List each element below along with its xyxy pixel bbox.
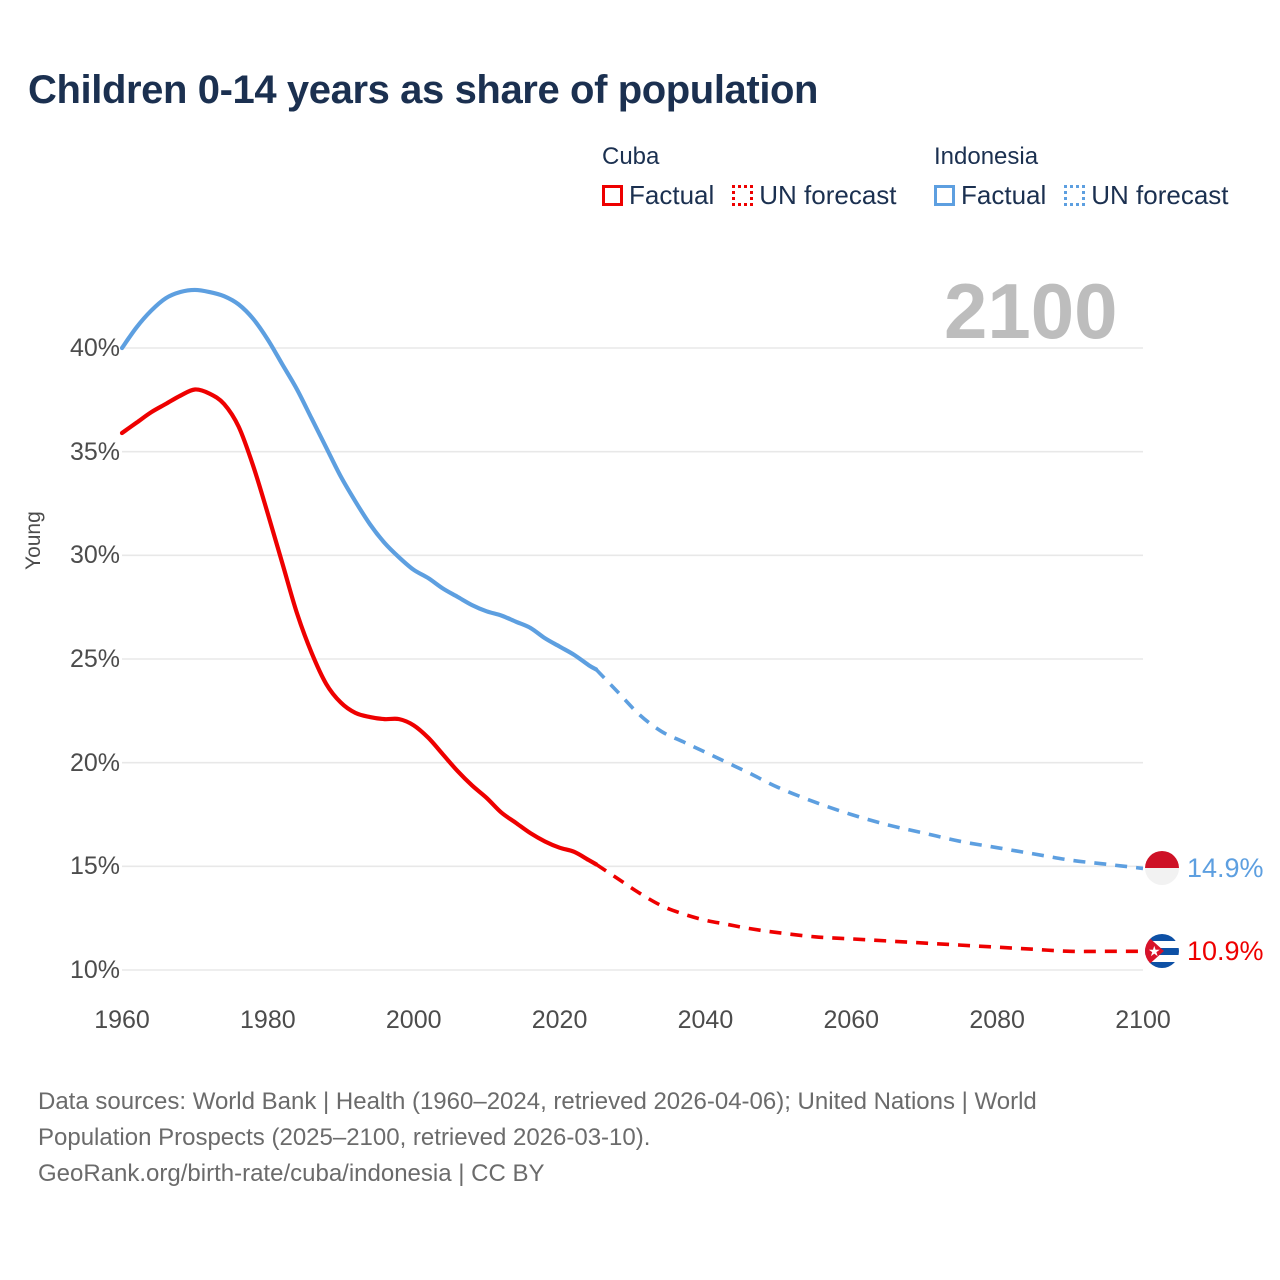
series-line-forecast	[595, 862, 1143, 954]
footer-sources: Data sources: World Bank | Health (1960–…	[38, 1084, 1218, 1192]
series-line-factual	[119, 387, 599, 867]
end-value-label: 10.9%	[1187, 935, 1264, 966]
legend-group-indonesia: Indonesia Factual UN forecast	[934, 142, 1229, 208]
cuba-flag-icon: ★	[1145, 934, 1179, 969]
end-marker-cuba: ★ 10.9%	[1145, 934, 1264, 969]
legend-item-indonesia-factual[interactable]: Factual	[934, 182, 1046, 208]
legend-item-cuba-factual[interactable]: Factual	[602, 182, 714, 208]
y-tick-label: 20%	[69, 748, 120, 777]
y-tick-label: 40%	[69, 334, 120, 362]
page-title: Children 0-14 years as share of populati…	[28, 68, 819, 112]
legend-item-label: Factual	[629, 180, 715, 210]
y-tick-label: 15%	[69, 852, 120, 881]
legend-swatch-dotted-icon	[732, 184, 754, 206]
legend-item-cuba-forecast[interactable]: UN forecast	[732, 180, 897, 210]
watermark-year: 2100	[944, 267, 1118, 355]
legend-group-cuba: Cuba Factual UN forecast	[602, 142, 897, 208]
x-tick-label: 2080	[969, 1006, 1025, 1034]
x-tick-label: 2000	[385, 1006, 442, 1034]
legend-item-label: UN forecast	[1091, 180, 1229, 210]
plot-svg	[119, 287, 1144, 971]
legend-swatch-solid-icon	[602, 184, 623, 206]
indonesia-flag-icon	[1145, 851, 1179, 886]
legend-item-label: UN forecast	[759, 180, 897, 210]
y-axis-title: Young	[22, 511, 45, 570]
x-tick-label: 1960	[94, 1006, 150, 1034]
x-tick-label: 2060	[823, 1006, 880, 1034]
legend-item-indonesia-forecast[interactable]: UN forecast	[1064, 180, 1229, 210]
chart-legend: Cuba Factual UN forecast Indonesia Factu…	[602, 142, 1262, 222]
plot-area: 10% 15% 20% 25% 30% 35% 40% 1960 1980 2000 2020 20…	[0, 0, 1280, 1052]
legend-swatch-solid-icon	[934, 184, 955, 206]
y-tick-label: 35%	[69, 437, 120, 466]
x-tick-label: 2020	[531, 1006, 588, 1034]
y-tick-label: 30%	[69, 541, 120, 570]
legend-swatch-dotted-icon	[1064, 184, 1086, 206]
footer-line: GeoRank.org/birth-rate/cuba/indonesia | …	[38, 1160, 545, 1187]
end-marker-indonesia: 14.9%	[1145, 851, 1264, 886]
x-tick-label: 2040	[677, 1006, 734, 1034]
x-tick-label: 1980	[240, 1006, 296, 1034]
x-axis-tick-labels: 1960 1980 2000 2020 2040 2060 2080 2100	[0, 1008, 1280, 1052]
y-axis-tick-labels: 10% 15% 20% 25% 30% 35% 40%	[0, 0, 120, 1000]
series-line-forecast	[594, 668, 1144, 871]
end-value-label: 14.9%	[1187, 852, 1264, 883]
footer-line: Population Prospects (2025–2100, retriev…	[38, 1124, 651, 1151]
y-tick-label: 10%	[69, 956, 120, 984]
footer-line: Data sources: World Bank | Health (1960–…	[38, 1088, 1037, 1115]
legend-item-label: Factual	[961, 180, 1047, 210]
x-tick-label: 2100	[1115, 1006, 1171, 1034]
y-tick-label: 25%	[69, 645, 120, 673]
legend-country-label: Indonesia	[934, 143, 1039, 170]
legend-country-label: Cuba	[602, 143, 660, 170]
series-line-factual	[119, 287, 599, 672]
